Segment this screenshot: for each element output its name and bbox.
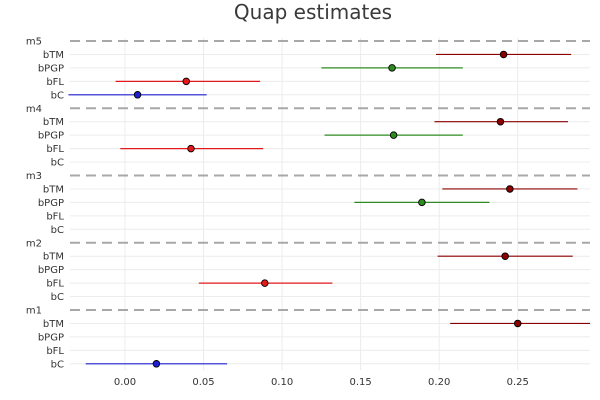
estimate-point-m4-bTM — [496, 117, 505, 126]
x-tick-label: 0.10 — [271, 377, 293, 388]
parameter-label: bTM — [43, 252, 64, 263]
estimate-point-m5-bTM — [499, 50, 508, 59]
parameter-label: bTM — [43, 184, 64, 195]
parameter-label: bPGP — [38, 198, 64, 209]
estimate-point-m4-bPGP — [389, 131, 398, 139]
row-label-layer: m5bTMbPGPbFLbCm4bTMbPGPbFLbCm3bTMbPGPbFL… — [26, 37, 65, 371]
x-tick-label: 0.20 — [428, 377, 450, 388]
estimate-point-m5-bC — [133, 91, 142, 99]
parameter-label: bFL — [46, 144, 64, 155]
parameter-label: bTM — [43, 319, 64, 330]
parameter-label: bFL — [46, 77, 64, 88]
parameter-label: bTM — [43, 50, 64, 61]
x-tick-label: 0.15 — [350, 377, 372, 388]
parameter-label: bC — [51, 225, 64, 236]
parameter-label: bFL — [46, 279, 64, 290]
estimate-point-m5-bPGP — [388, 64, 396, 72]
parameter-label: bPGP — [38, 63, 64, 74]
model-label: m5 — [26, 37, 42, 48]
parameter-label: bFL — [46, 346, 64, 357]
parameter-label: bTM — [43, 117, 64, 128]
x-tick-layer: 0.00 0.05 0.10 0.15 0.20 0.25 — [114, 377, 529, 388]
parameter-label: bC — [51, 292, 64, 303]
model-label: m4 — [26, 104, 42, 115]
parameter-label: bC — [51, 359, 64, 370]
point-layer — [133, 50, 522, 368]
estimate-point-m4-bFL — [187, 144, 195, 153]
parameter-label: bPGP — [38, 332, 64, 343]
estimate-point-m1-bC — [152, 360, 161, 368]
parameter-label: bPGP — [38, 131, 64, 142]
estimate-point-m2-bFL — [261, 279, 269, 287]
model-label: m2 — [26, 238, 42, 249]
model-label: m3 — [26, 171, 42, 182]
model-label: m1 — [26, 306, 42, 317]
estimate-point-m3-bTM — [506, 185, 514, 193]
estimate-point-m3-bPGP — [418, 198, 426, 207]
estimate-point-m1-bTM — [513, 319, 522, 328]
separator-layer — [70, 40, 590, 311]
interval-layer — [68, 53, 590, 365]
x-tick-label: 0.00 — [114, 377, 136, 388]
chart-title: Quap estimates — [234, 0, 392, 24]
x-tick-label: 0.25 — [507, 377, 529, 388]
parameter-label: bPGP — [38, 265, 64, 276]
parameter-label: bC — [51, 158, 64, 169]
estimate-point-m5-bFL — [182, 77, 191, 86]
x-tick-label: 0.05 — [192, 377, 214, 388]
grid-layer — [70, 38, 590, 370]
estimate-point-m2-bTM — [501, 252, 509, 260]
parameter-label: bFL — [46, 211, 64, 222]
parameter-label: bC — [51, 90, 64, 101]
